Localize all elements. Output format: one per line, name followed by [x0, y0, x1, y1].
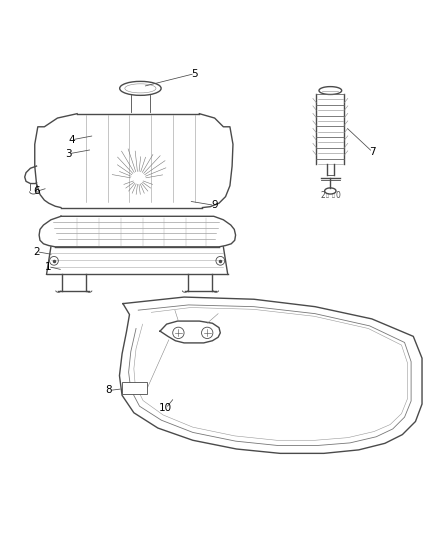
Text: ⬛: ⬛ [326, 193, 328, 198]
Text: 5: 5 [192, 69, 198, 78]
Text: 9: 9 [211, 200, 218, 211]
Text: ⬛: ⬛ [332, 193, 335, 198]
Text: 7: 7 [369, 147, 376, 157]
Text: 8: 8 [106, 385, 112, 395]
Text: 6: 6 [33, 187, 40, 196]
Text: 2: 2 [33, 247, 40, 257]
Text: 0: 0 [336, 191, 341, 200]
Bar [122, 382, 148, 394]
Text: 10: 10 [159, 403, 172, 414]
Text: 3: 3 [65, 149, 72, 159]
Text: 4: 4 [68, 135, 75, 145]
Text: 1: 1 [45, 262, 51, 271]
Text: 2: 2 [320, 191, 325, 200]
